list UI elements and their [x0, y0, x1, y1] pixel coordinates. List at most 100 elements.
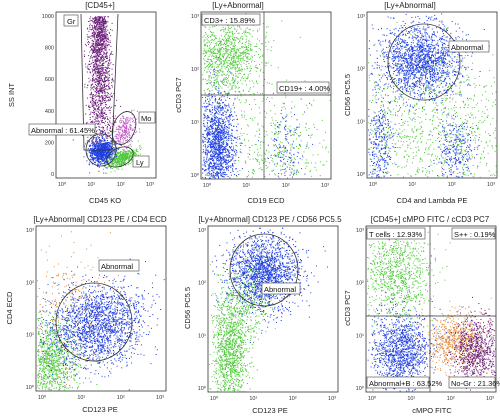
p1-mo-point — [127, 131, 129, 133]
p2-cd3--point — [281, 20, 283, 22]
p2-cd3--point — [237, 65, 238, 67]
p1-ly-point — [118, 149, 119, 151]
p1-gr-point — [92, 59, 94, 61]
p1-gr-point — [99, 49, 101, 51]
p1-gr-point — [95, 36, 97, 38]
p1-abnormal-point — [98, 170, 100, 172]
p2-cd3--point — [207, 88, 209, 90]
p1-gr-point — [107, 38, 109, 40]
p2-cd3--point — [254, 99, 256, 100]
p2-cd3--point — [308, 128, 310, 130]
p1-abnormal-point — [99, 139, 101, 141]
p2-cd3--point — [207, 71, 209, 73]
p1-ly-point — [121, 154, 123, 156]
p1-gr-point — [101, 99, 103, 101]
p2-cd3--point — [219, 56, 220, 58]
p1-abnormal-point — [97, 157, 98, 159]
p1-gr-point — [94, 17, 96, 18]
p1-ly-point — [121, 162, 122, 164]
p2-cd3--point — [234, 32, 236, 34]
p2-cd3--point — [242, 46, 244, 48]
p2-cd3--point — [234, 37, 236, 38]
p1-mo-point — [131, 134, 133, 136]
p2-cd3--point — [225, 66, 227, 68]
p2-cd3--point — [287, 131, 289, 132]
p1-gr-point — [96, 65, 98, 67]
p1-gr-point — [99, 100, 101, 102]
p1-gr-point — [103, 32, 105, 34]
p2-cd3--point — [206, 45, 208, 46]
p2-cd3--point — [257, 38, 258, 40]
p1-gr-point — [107, 57, 108, 59]
p1-mo-point — [111, 126, 113, 127]
p1-gr-point — [115, 121, 117, 123]
p1-gr-point — [95, 108, 97, 110]
p1-ly-point — [110, 155, 111, 157]
p1-gr-point — [94, 81, 96, 83]
p1-gr-point — [102, 130, 104, 132]
p1-gr-point — [90, 56, 91, 58]
p2-cd3--point — [212, 52, 213, 54]
p2-abnormal-point — [230, 165, 232, 167]
p1-gr-point — [96, 114, 98, 116]
p1-gr-point — [109, 53, 111, 55]
p1-gr-point — [95, 46, 97, 48]
p1-abnormal-point — [105, 147, 107, 149]
p1-abnormal-point — [111, 146, 112, 148]
p1-gr-point — [90, 19, 92, 21]
p1-ly-point — [112, 161, 114, 163]
p2-cd3--point — [224, 91, 226, 93]
p2-cd3--point — [208, 95, 210, 97]
p2-cd3--point — [244, 160, 246, 162]
p2-cd3--point — [218, 83, 219, 85]
p1-mo-point — [113, 143, 115, 145]
p2-abnormal-point — [202, 133, 204, 135]
p1-gr-point — [103, 28, 105, 30]
p1-gr-point — [101, 66, 103, 68]
p2-cd3--point — [225, 76, 227, 78]
p1-gr-point — [101, 69, 103, 71]
p2-abnormal-point — [235, 154, 237, 156]
p1-ly-point — [125, 157, 127, 158]
p2-cd3--point — [207, 42, 209, 44]
p1-gr-point — [95, 26, 97, 28]
p2-cd3--point — [244, 102, 246, 104]
p2-cd3--point — [208, 50, 210, 52]
p1-ly-point — [127, 164, 129, 166]
p2-cd3--point — [221, 29, 223, 30]
p2-cd3--point — [240, 36, 242, 38]
p2-cd3--point — [235, 91, 237, 93]
p1-gr-point — [105, 32, 107, 34]
p1-gr-point — [95, 57, 97, 59]
p1-gr-point — [92, 86, 94, 88]
p1-gr-point — [120, 118, 122, 120]
p1-ly-point — [124, 159, 126, 161]
p1-gr-point — [106, 137, 108, 139]
p1-gr-point — [105, 88, 106, 90]
p1-ly-point — [102, 168, 104, 170]
p1-ly-point — [131, 155, 133, 157]
p1-ly-point — [109, 166, 111, 168]
p1-gr-point — [98, 22, 100, 24]
p1-abnormal-point — [113, 150, 115, 152]
p1-gr-point — [93, 62, 94, 63]
p1-mo-point — [122, 131, 124, 133]
p1-abnormal-point — [94, 157, 96, 159]
p1-gr-point — [93, 107, 95, 109]
p2-abnormal-point — [230, 125, 232, 127]
p1-gr-point — [103, 18, 105, 20]
p1-gr-point — [100, 46, 102, 48]
p1-ly-point — [116, 158, 117, 160]
p1-gr-point — [95, 81, 97, 83]
p1-ly-point — [104, 165, 105, 167]
p1-abnormal-point — [90, 151, 92, 153]
p2-cd3--point — [308, 147, 310, 149]
p1-gr-point — [109, 70, 110, 72]
p1-abnormal-point — [103, 153, 105, 155]
p1-ly-point — [136, 150, 138, 151]
p2-cd3--point — [230, 61, 232, 63]
p1-abnormal-point — [100, 142, 102, 144]
p1-gr-point — [108, 75, 110, 76]
p2-cd3--point — [310, 162, 312, 164]
p2-cd3--point — [260, 141, 261, 143]
